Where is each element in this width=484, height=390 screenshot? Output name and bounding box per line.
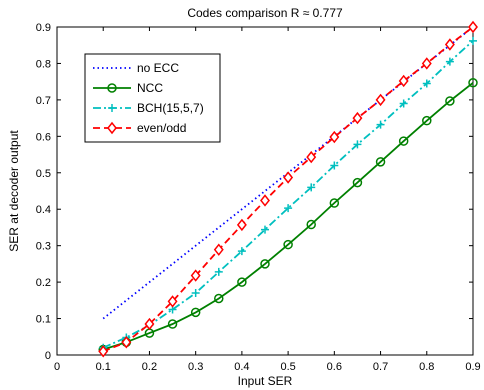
data-point-ncc [422,115,432,126]
data-point-bch-15-5-7 [191,289,200,298]
data-point-even-odd [167,295,178,308]
y-tick-label: 0.9 [36,22,51,34]
data-point-bch-15-5-7 [330,161,339,170]
data-point-bch-15-5-7 [261,225,269,234]
data-point-bch-15-5-7 [237,247,246,256]
legend-marker [107,83,117,93]
data-point-even-odd [144,317,155,331]
legend-label: NCC [137,81,163,95]
data-point-ncc [398,136,409,146]
y-tick-label: 0 [45,350,51,362]
data-point-even-odd [121,336,132,349]
data-point-even-odd [329,130,340,144]
series-ncc [98,78,478,355]
x-tick-label: 0.9 [465,361,480,373]
legend: no ECC NCC BCH(15,5,7) even/odd [84,53,221,143]
data-point-even-odd [213,243,224,256]
y-tick-label: 0.5 [36,168,51,180]
data-point-ncc [260,259,270,269]
y-tick-label: 0.1 [36,314,51,326]
data-point-even-odd [444,38,455,51]
data-point-bch-15-5-7 [399,99,408,108]
data-point-even-odd [98,345,109,358]
x-tick-label: 0.4 [234,361,249,373]
y-axis-title: SER at decoder output [7,130,21,252]
data-point-ncc [306,219,316,230]
x-tick-label: 0.7 [373,361,388,373]
data-point-bch-15-5-7 [469,36,477,45]
legend-label: no ECC [137,61,179,75]
data-point-bch-15-5-7 [284,204,293,213]
x-axis-title: Input SER [238,374,293,388]
data-point-bch-15-5-7 [422,79,431,88]
data-point-even-odd [190,269,201,282]
legend-label: even/odd [137,121,186,135]
chart-title: Codes comparison R ≈ 0.777 [187,6,343,20]
y-tick-label: 0.8 [36,58,51,70]
legend-marker [108,104,116,112]
y-tick-label: 0.4 [36,204,51,216]
x-tick-label: 0.2 [142,361,157,373]
legend-label: BCH(15,5,7) [137,101,204,115]
x-tick-label: 0 [54,361,60,373]
data-point-ncc [167,319,178,329]
data-point-ncc [375,157,386,167]
data-point-ncc [468,78,478,88]
data-point-bch-15-5-7 [445,57,454,66]
series-line-bch-15-5-7 [102,40,474,349]
y-tick-label: 0.7 [36,95,51,107]
axis-ticks: 0 0.1 0.2 0.3 0.4 0.5 0.6 0.7 0.8 0.9 0 0.1 0.2 0.3 0.… [36,22,481,373]
y-tick-label: 0.3 [36,241,51,253]
x-tick-label: 0.8 [419,361,434,373]
data-point-even-odd [398,74,409,88]
y-tick-label: 0.2 [36,277,51,289]
data-point-ncc [352,177,363,188]
data-point-ncc [190,307,201,318]
data-point-even-odd [421,57,432,70]
x-tick-label: 0.3 [188,361,203,373]
series-line-ncc [102,82,474,351]
x-tick-label: 0.1 [96,361,111,373]
series-even-odd [98,20,478,358]
data-point-ncc [329,198,340,208]
data-point-even-odd [352,111,363,125]
data-point-even-odd [283,171,294,184]
data-point-ncc [445,96,455,106]
data-point-even-odd [468,20,478,34]
data-point-bch-15-5-7 [214,267,223,276]
y-tick-label: 0.6 [36,131,51,143]
x-tick-label: 0.6 [327,361,342,373]
data-point-bch-15-5-7 [307,183,316,192]
data-point-bch-15-5-7 [353,140,362,149]
data-point-bch-15-5-7 [376,120,385,129]
x-tick-label: 0.5 [280,361,295,373]
legend-marker [107,121,117,135]
series-layer [98,20,478,358]
data-point-even-odd [306,150,317,164]
data-point-even-odd [375,93,386,107]
data-point-ncc [237,277,247,287]
data-point-even-odd [260,194,270,207]
data-point-even-odd [236,218,247,232]
data-point-ncc [214,293,224,304]
data-point-ncc [283,239,293,250]
